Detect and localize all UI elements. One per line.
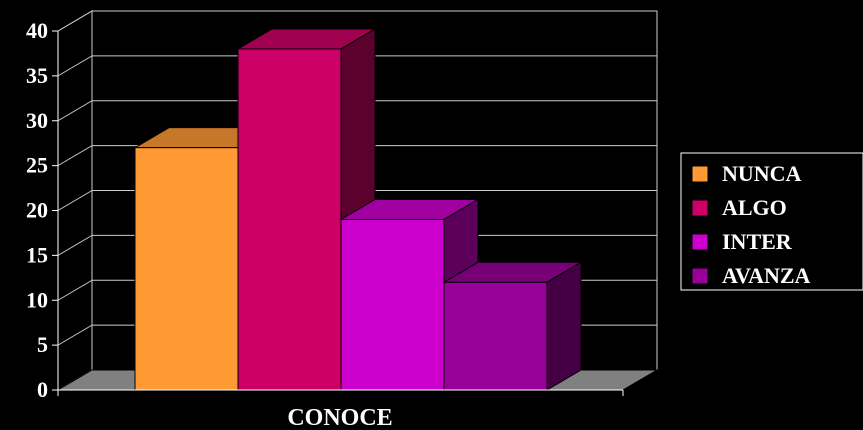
legend-label-algo: ALGO <box>722 195 787 220</box>
bar-front <box>340 218 445 391</box>
legend: NUNCA ALGO INTER AVANZA <box>680 152 863 291</box>
bar-front <box>134 147 239 391</box>
legend-swatch-avanza <box>691 267 709 285</box>
gridline-side <box>57 145 93 167</box>
legend-swatch-inter <box>691 233 709 251</box>
y-tick-label: 30 <box>26 108 48 133</box>
gridline-side <box>57 190 93 211</box>
y-tick-label: 10 <box>26 287 48 312</box>
gridline-side <box>57 55 93 77</box>
gridline-side <box>57 100 93 122</box>
gridline-side <box>57 279 93 301</box>
y-tick-label: 40 <box>26 18 48 43</box>
legend-swatch-algo <box>691 199 709 217</box>
legend-swatch-nunca <box>691 165 709 183</box>
gridline-side <box>57 234 93 256</box>
bar-front <box>237 48 342 391</box>
bar-side <box>546 261 582 391</box>
bar-avanza <box>442 261 583 391</box>
legend-box <box>680 152 863 291</box>
chart-bars <box>133 28 583 391</box>
legend-label-avanza: AVANZA <box>722 263 811 288</box>
y-tick-label: 5 <box>37 332 48 357</box>
y-tick-label: 0 <box>37 377 48 402</box>
x-axis-title: CONOCE <box>287 405 392 430</box>
bar-front <box>443 281 548 391</box>
y-tick-label: 20 <box>26 198 48 223</box>
legend-label-inter: INTER <box>722 229 793 254</box>
gridline-side <box>57 324 93 346</box>
y-tick-label: 15 <box>26 242 48 267</box>
y-axis-ticks: 0 5 10 15 20 25 30 35 40 <box>26 18 624 402</box>
gridline-side <box>57 10 93 32</box>
legend-label-nunca: NUNCA <box>722 161 802 186</box>
y-tick-label: 25 <box>26 153 48 178</box>
y-tick-label: 35 <box>26 63 48 88</box>
